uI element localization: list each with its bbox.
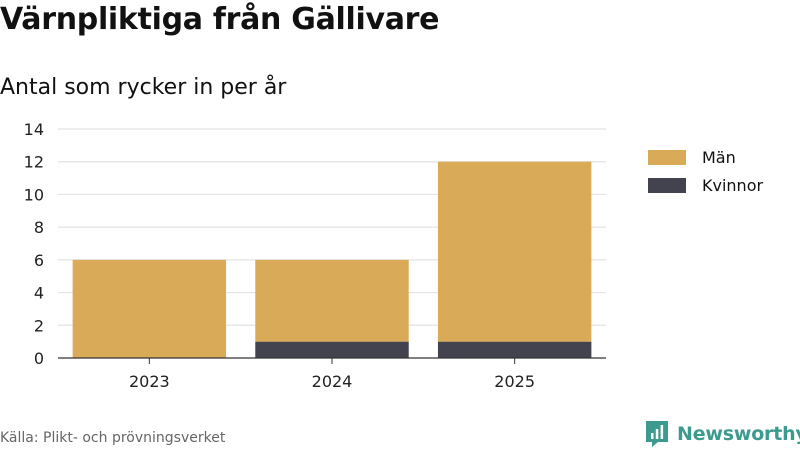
legend-swatch [648,177,686,193]
bar-män-2023 [72,259,227,358]
legend-swatch [648,149,686,165]
y-tick-label: 2 [34,316,44,335]
newsworthy-logo-icon [646,421,668,447]
bar-män-2025 [437,161,592,342]
y-tick-label: 10 [24,185,44,204]
y-tick-label: 14 [24,120,44,139]
x-tick-label: 2025 [494,372,535,391]
legend-item-män: Män [648,146,763,168]
bar-män-2024 [255,259,409,342]
x-tick-label: 2024 [312,372,353,391]
axes: 0 2 4 6 8 10 12 14 2023 2024 2025 [24,120,606,391]
brand-logo: Newsworthy [645,420,800,448]
y-tick-label: 8 [34,218,44,237]
legend: Män Kvinnor [648,146,763,202]
y-tick-label: 4 [34,284,44,303]
y-tick-label: 12 [24,153,44,172]
x-tick-label: 2023 [129,372,170,391]
legend-label: Män [702,147,736,167]
bar-kvinnor-2024 [255,341,409,358]
y-tick-label: 0 [34,349,44,368]
bars [72,161,592,358]
brand-name: Newsworthy [677,423,800,445]
chart-subtitle: Antal som rycker in per år [0,75,287,100]
legend-item-kvinnor: Kvinnor [648,174,763,196]
y-tick-label: 6 [34,251,44,270]
bar-kvinnor-2025 [437,341,592,358]
chart-title: Värnpliktiga från Gällivare [0,2,440,37]
legend-label: Kvinnor [702,175,764,195]
source-note: Källa: Plikt- och prövningsverket [0,430,226,446]
